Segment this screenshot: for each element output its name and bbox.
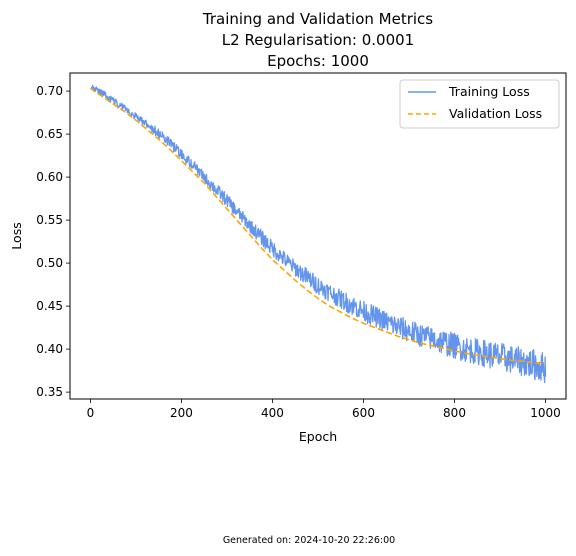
title-line-2: L2 Regularisation: 0.0001 [222,31,414,49]
title-line-3: Epochs: 1000 [267,52,369,70]
validation-loss-line [90,87,546,365]
y-tick-label: 0.60 [36,170,63,184]
y-axis-ticks: 0.35 0.40 0.45 0.50 0.55 0.60 0.65 0.70 [36,84,70,399]
training-loss-line [90,84,547,384]
x-axis-ticks: 0 200 400 600 800 1000 [87,399,561,420]
legend-label-validation: Validation Loss [449,106,542,121]
generated-timestamp: Generated on: 2024-10-20 22:26:00 [223,535,395,546]
x-tick-label: 1000 [530,406,561,420]
x-tick-label: 800 [443,406,466,420]
legend-box [399,79,560,129]
plot-frame [69,72,567,400]
y-axis-label: Loss [9,222,24,249]
x-axis-label: Epoch [299,429,337,444]
x-tick-label: 200 [170,406,193,420]
y-tick-label: 0.45 [36,299,63,313]
y-tick-label: 0.70 [36,84,63,98]
legend-label-training: Training Loss [448,84,530,99]
x-tick-label: 0 [87,406,95,420]
x-tick-label: 400 [261,406,284,420]
title-line-1: Training and Validation Metrics [202,10,433,28]
series-layer [90,84,547,384]
y-tick-label: 0.55 [36,213,63,227]
chart-title: Training and Validation Metrics L2 Regul… [202,10,433,70]
legend: Training Loss Validation Loss [399,79,560,129]
y-tick-label: 0.65 [36,127,63,141]
y-tick-label: 0.40 [36,342,63,356]
y-tick-label: 0.50 [36,256,63,270]
y-tick-label: 0.35 [36,385,63,399]
x-tick-label: 600 [352,406,375,420]
